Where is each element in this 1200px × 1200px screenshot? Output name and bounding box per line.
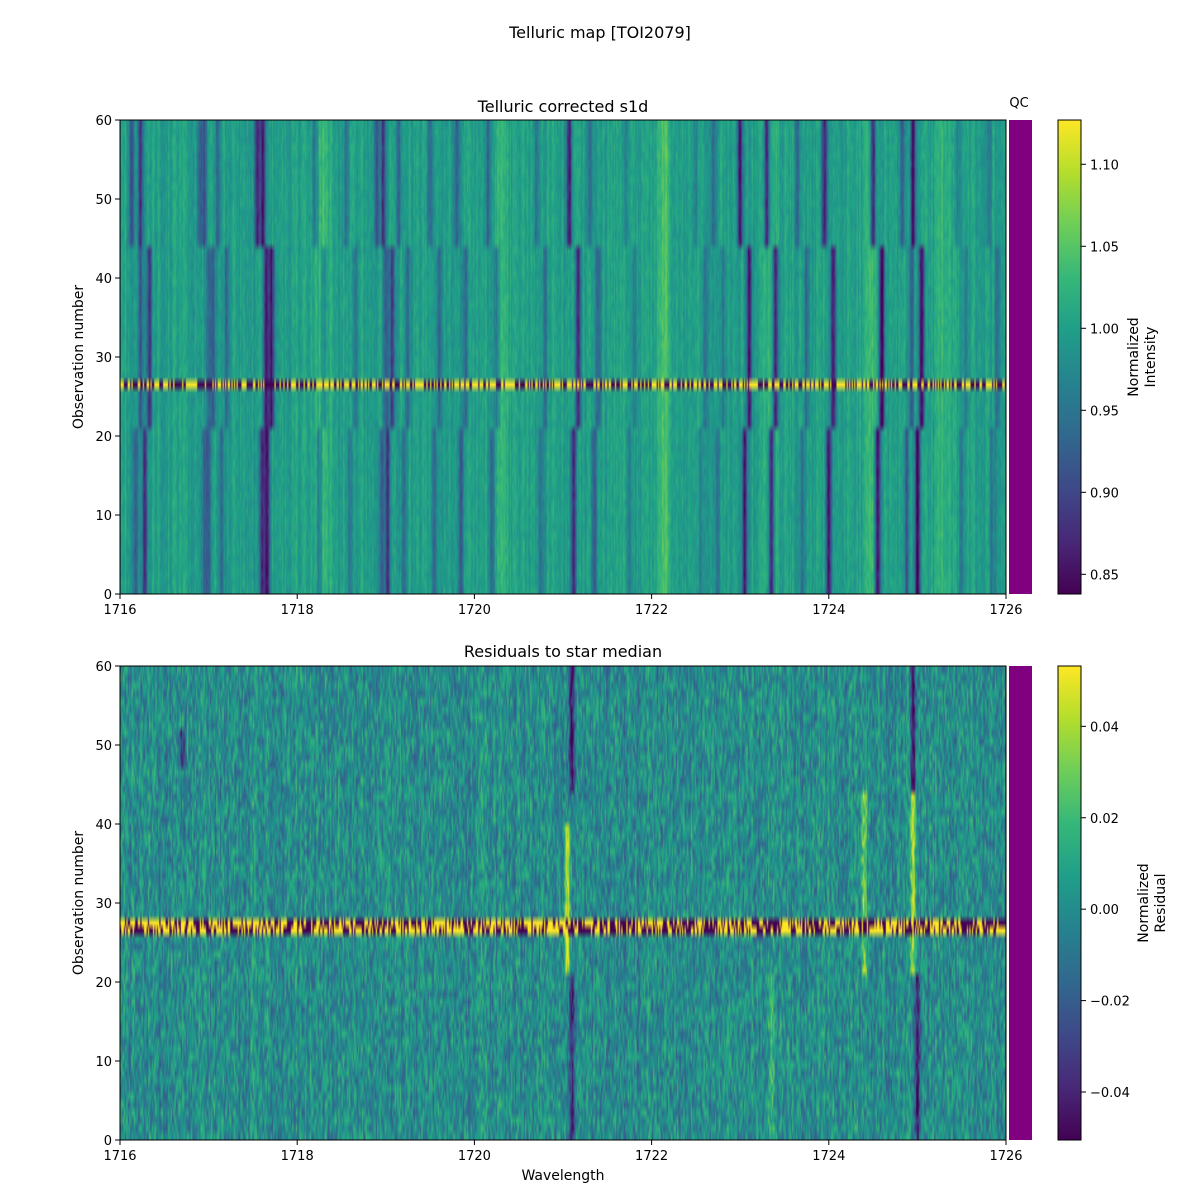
panel2-colorbar-gradient [1057,665,1082,1141]
panel2-y-tick-label-1: 10 [95,1055,112,1070]
panel1-y-tick-label-0: 0 [104,588,112,603]
panel2-heatmap [119,665,1007,1141]
panel2-colorbar-tick-label-2: 0.00 [1090,903,1119,918]
panel1-colorbar-gradient [1057,119,1082,595]
panel1-x-tick-label-3: 1722 [635,603,668,618]
panel2-y-tick-label-4: 40 [95,818,112,833]
panel1-colorbar-tick-label-5: 1.10 [1090,158,1119,173]
panel1-y-tick-label-5: 50 [95,193,112,208]
panel2-y-axis: 0 10 20 30 40 50 60 [95,660,120,1149]
panel1-colorbar-label-line1: Normalized [1126,317,1142,396]
panel2-y-tick-label-5: 50 [95,739,112,754]
panel1-y-tick-label-3: 30 [95,351,112,366]
panel1-x-tick-label-0: 1716 [103,603,136,618]
panel2-x-tick-label-3: 1722 [635,1149,668,1164]
panel1-heatmap [119,119,1007,595]
panel2-colorbar-label-line2: Residual [1153,873,1169,932]
panel1-y-tick-label-4: 40 [95,272,112,287]
panel2-x-tick-label-4: 1724 [812,1149,845,1164]
panel2-colorbar-tick-label-3: 0.02 [1090,812,1119,827]
panel2-colorbar-tick-label-1: −0.02 [1090,995,1130,1010]
qc-label-top: QC [1009,96,1028,111]
panel1-colorbar-tick-label-2: 0.95 [1090,404,1119,419]
panel-telluric-corrected: Telluric corrected s1d 1716 1718 1720 1722 1… [71,96,1159,618]
panel1-colorbar-tick-label-0: 0.85 [1090,568,1119,583]
panel1-colorbar-label-line2: Intensity [1143,327,1159,388]
panel1-x-axis: 1716 1718 1720 1722 1724 1726 [103,594,1023,618]
panel1-x-tick-label-5: 1726 [989,603,1022,618]
panel1-colorbar-tick-label-3: 1.00 [1090,322,1119,337]
panel2-heatmap-image [120,666,1006,1140]
panel2-x-tick-label-5: 1726 [989,1149,1022,1164]
panel1-x-tick-label-2: 1720 [458,603,491,618]
panel1-colorbar-tick-label-1: 0.90 [1090,486,1119,501]
panel1-y-tick-label-2: 20 [95,430,112,445]
panel1-y-tick-label-1: 10 [95,509,112,524]
panel1-colorbar: 0.85 0.90 0.95 1.00 1.05 1.10 Normalized Inte… [1057,119,1159,595]
panel2-y-axis-label: Observation number [71,831,87,976]
panel1-y-axis-label: Observation number [71,285,87,430]
panel2-qc-bar [1009,666,1032,1140]
panel2-colorbar: −0.04 −0.02 0.00 0.02 0.04 Normalized Residu… [1057,665,1169,1141]
panel2-y-tick-label-0: 0 [104,1134,112,1149]
panel2-colorbar-tick-label-4: 0.04 [1090,720,1119,735]
panel2-x-axis: 1716 1718 1720 1722 1724 1726 [103,1140,1023,1164]
panel2-y-tick-label-6: 60 [95,660,112,675]
panel2-y-tick-label-2: 20 [95,976,112,991]
figure-suptitle: Telluric map [TOI2079] [508,23,691,42]
panel1-colorbar-ticks: 0.85 0.90 0.95 1.00 1.05 1.10 [1081,158,1119,583]
panel2-x-tick-label-0: 1716 [103,1149,136,1164]
panel1-y-axis: 0 10 20 30 40 50 60 [95,114,120,603]
panel2-x-tick-label-1: 1718 [281,1149,314,1164]
panel1-x-tick-label-1: 1718 [281,603,314,618]
panel2-x-axis-label: Wavelength [521,1168,604,1184]
panel2-title: Residuals to star median [464,642,662,661]
panel1-heatmap-image [120,120,1006,594]
panel2-x-tick-label-2: 1720 [458,1149,491,1164]
panel2-colorbar-ticks: −0.04 −0.02 0.00 0.02 0.04 [1081,720,1130,1101]
panel2-colorbar-tick-label-0: −0.04 [1090,1086,1130,1101]
panel1-qc-bar [1009,120,1032,594]
panel1-y-tick-label-6: 60 [95,114,112,129]
panel2-y-tick-label-3: 30 [95,897,112,912]
panel1-x-tick-label-4: 1724 [812,603,845,618]
panel1-title: Telluric corrected s1d [477,97,649,116]
panel-residuals: Residuals to star median 1716 1718 1720 172… [71,642,1169,1184]
panel2-colorbar-label-line1: Normalized [1136,863,1152,942]
panel1-colorbar-tick-label-4: 1.05 [1090,240,1119,255]
